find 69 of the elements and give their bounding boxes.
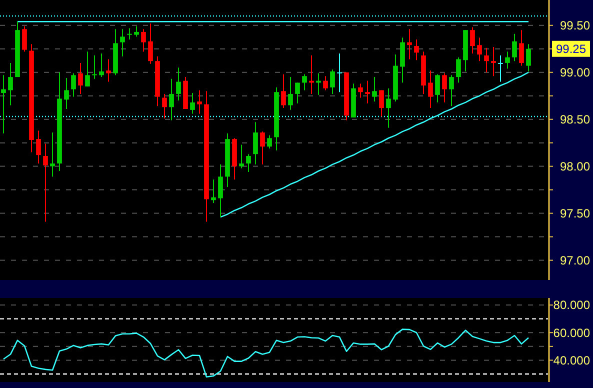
candlestick (330, 69, 335, 94)
candlestick (365, 80, 370, 104)
candlestick (379, 90, 384, 118)
candlestick (519, 30, 524, 66)
candlestick (50, 132, 55, 178)
y-tick-label: 60.000 (553, 326, 590, 340)
candlestick (526, 44, 531, 72)
candlestick (71, 72, 76, 98)
candlestick (106, 58, 111, 82)
candlestick (22, 26, 27, 52)
candlestick (246, 154, 251, 172)
candlestick (169, 78, 174, 121)
candlestick (8, 62, 13, 106)
candlestick (176, 67, 181, 102)
candlestick (386, 88, 391, 128)
y-tick-label: 99.00 (560, 66, 590, 80)
candlestick (372, 76, 377, 102)
candlestick (323, 76, 328, 91)
candlestick (36, 130, 41, 164)
candlestick (267, 134, 272, 149)
candlestick (302, 74, 307, 91)
candlestick (295, 82, 300, 104)
candlestick (148, 22, 153, 64)
y-tick-label: 80.000 (553, 298, 590, 312)
candlestick (435, 74, 440, 103)
candlestick (99, 53, 104, 78)
candlestick (449, 74, 454, 107)
candlestick (491, 46, 496, 77)
candlestick (134, 26, 139, 38)
candlestick (477, 37, 482, 62)
candlestick (190, 92, 195, 114)
candlestick (442, 72, 447, 103)
candlestick (337, 53, 342, 93)
candlestick (239, 144, 244, 169)
candlestick (162, 93, 167, 119)
candlestick (218, 164, 223, 218)
candlestick (141, 28, 146, 52)
candlestick (92, 54, 97, 80)
y-tick-label: 97.50 (560, 206, 590, 220)
line-series (2, 328, 530, 378)
candlestick (78, 62, 83, 94)
candlestick (253, 122, 258, 165)
candlestick (43, 143, 48, 222)
candlestick (127, 28, 132, 40)
candlestick (288, 76, 293, 110)
candlestick (484, 47, 489, 73)
candlestick (211, 178, 216, 204)
candlestick (120, 28, 125, 57)
y-tick-label: 98.50 (560, 112, 590, 127)
candlestick (407, 28, 412, 60)
text: 99.25 (556, 42, 586, 56)
candlestick (414, 38, 419, 61)
candlestick (512, 33, 517, 62)
candlestick (85, 51, 90, 87)
candlestick (1, 74, 6, 134)
candlestick (358, 83, 363, 98)
candlestick (64, 77, 69, 110)
candlestick (456, 56, 461, 84)
y-tick-label: 97.00 (560, 253, 590, 268)
candlestick (260, 131, 265, 165)
y-tick-label: 40.000 (553, 353, 590, 368)
candlestick (505, 51, 510, 70)
candlestick (470, 26, 475, 54)
y-tick-label: 99.50 (560, 18, 590, 33)
candlestick (428, 70, 433, 109)
candlestick (281, 74, 286, 109)
candlestick (197, 90, 202, 114)
candlestick (498, 54, 503, 82)
y-tick-label: 98.00 (560, 160, 590, 174)
